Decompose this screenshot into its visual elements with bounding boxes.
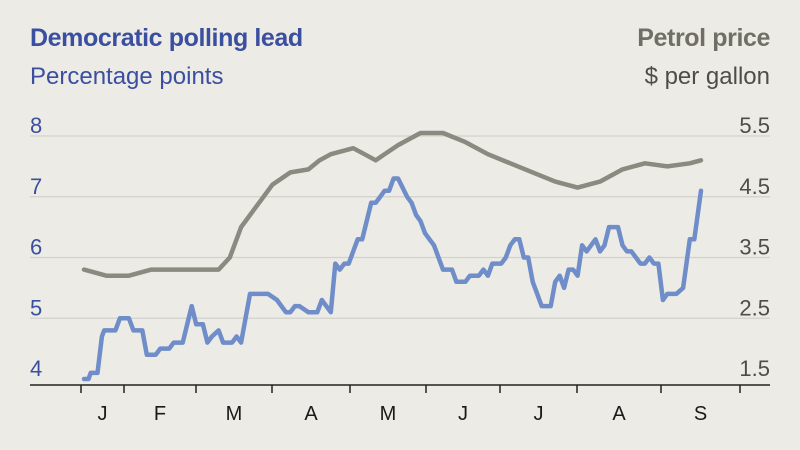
right-axis-tick-label: 3.5 (739, 235, 770, 260)
x-axis-tick-label: A (304, 403, 318, 425)
right-chart-subtitle: $ per gallon (644, 63, 770, 90)
left-axis-tick-label: 5 (30, 295, 42, 320)
x-axis-tick-label: M (226, 403, 243, 425)
x-axis-tick-label: M (380, 403, 397, 425)
x-axis-tick-label: A (612, 403, 626, 425)
right-axis-tick-label: 1.5 (739, 356, 770, 381)
left-chart-title: Democratic polling lead (30, 24, 303, 52)
right-axis-tick-label: 5.5 (739, 113, 770, 138)
x-axis-tick-label: J (534, 403, 544, 425)
x-axis-tick-label: S (694, 403, 707, 425)
x-axis-tick-label: F (154, 403, 166, 425)
left-axis-tick-label: 8 (30, 113, 42, 138)
polling-series-line (81, 176, 704, 382)
x-axis-tick-label: J (458, 403, 468, 425)
right-axis-ticks: 5.5 4.5 3.5 2.5 1.5 (739, 113, 770, 381)
right-axis-tick-label: 2.5 (739, 295, 770, 320)
right-chart-title: Petrol price (637, 24, 770, 52)
x-axis-tick-label: J (98, 403, 108, 425)
left-axis-tick-label: 7 (30, 174, 42, 199)
left-axis-tick-label: 4 (30, 356, 42, 381)
petrol-series-line (81, 130, 704, 278)
series-lines (81, 130, 704, 382)
left-axis-ticks: 8 7 6 5 4 (30, 113, 42, 381)
left-chart-subtitle: Percentage points (30, 63, 224, 90)
right-axis-tick-label: 4.5 (739, 174, 770, 199)
left-axis-tick-label: 6 (30, 235, 42, 260)
